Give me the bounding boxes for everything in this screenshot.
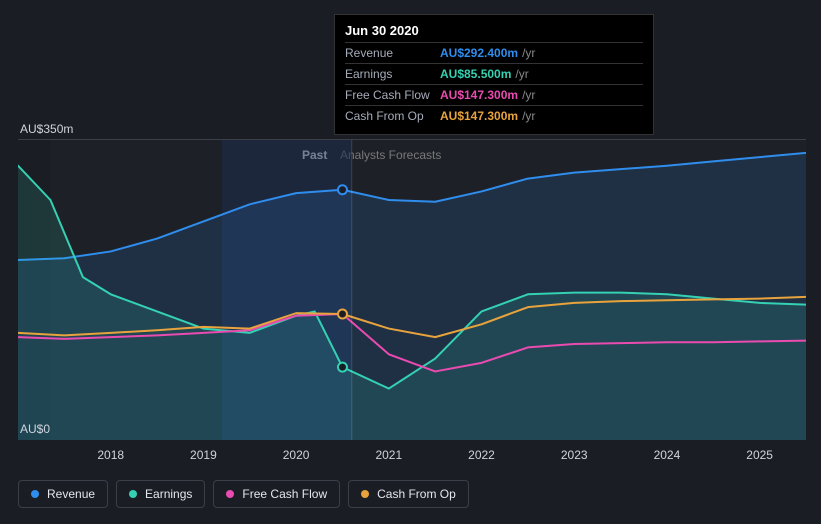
x-tick-label: 2018	[97, 448, 124, 462]
x-tick-label: 2019	[190, 448, 217, 462]
legend-label: Free Cash Flow	[242, 487, 327, 501]
legend-item-revenue[interactable]: Revenue	[18, 480, 108, 508]
chart-tooltip: Jun 30 2020 RevenueAU$292.400m/yrEarning…	[334, 14, 654, 135]
legend-item-cash-from-op[interactable]: Cash From Op	[348, 480, 469, 508]
y-axis-min-label: AU$0	[20, 422, 50, 436]
tooltip-row: Cash From OpAU$147.300m/yr	[345, 105, 643, 126]
legend-dot-icon	[31, 490, 39, 498]
tooltip-label: Earnings	[345, 67, 440, 81]
tooltip-date: Jun 30 2020	[345, 23, 643, 38]
chart-legend: Revenue Earnings Free Cash Flow Cash From O…	[18, 480, 469, 508]
legend-item-earnings[interactable]: Earnings	[116, 480, 205, 508]
x-tick-label: 2023	[561, 448, 588, 462]
tooltip-row: EarningsAU$85.500m/yr	[345, 63, 643, 84]
legend-label: Earnings	[145, 487, 192, 501]
x-tick-label: 2020	[283, 448, 310, 462]
line-area-chart[interactable]	[18, 140, 806, 440]
tooltip-unit: /yr	[515, 67, 528, 81]
x-tick-label: 2024	[654, 448, 681, 462]
legend-dot-icon	[226, 490, 234, 498]
tooltip-unit: /yr	[522, 88, 535, 102]
tooltip-value: AU$147.300m	[440, 88, 518, 102]
tooltip-label: Revenue	[345, 46, 440, 60]
tooltip-label: Cash From Op	[345, 109, 440, 123]
x-tick-label: 2021	[375, 448, 402, 462]
x-tick-label: 2025	[746, 448, 773, 462]
tooltip-value: AU$147.300m	[440, 109, 518, 123]
tooltip-value: AU$292.400m	[440, 46, 518, 60]
legend-dot-icon	[129, 490, 137, 498]
legend-item-free-cash-flow[interactable]: Free Cash Flow	[213, 480, 340, 508]
legend-label: Cash From Op	[377, 487, 456, 501]
tooltip-unit: /yr	[522, 109, 535, 123]
tooltip-unit: /yr	[522, 46, 535, 60]
x-tick-label: 2022	[468, 448, 495, 462]
tooltip-value: AU$85.500m	[440, 67, 511, 81]
y-axis-max-label: AU$350m	[20, 122, 73, 136]
legend-dot-icon	[361, 490, 369, 498]
tooltip-row: Free Cash FlowAU$147.300m/yr	[345, 84, 643, 105]
x-axis-labels: 2018 2019 2020 2021 2022 2023 2024 2025	[18, 448, 806, 466]
tooltip-label: Free Cash Flow	[345, 88, 440, 102]
tooltip-row: RevenueAU$292.400m/yr	[345, 42, 643, 63]
chart-container: Jun 30 2020 RevenueAU$292.400m/yrEarning…	[0, 0, 821, 524]
legend-label: Revenue	[47, 487, 95, 501]
